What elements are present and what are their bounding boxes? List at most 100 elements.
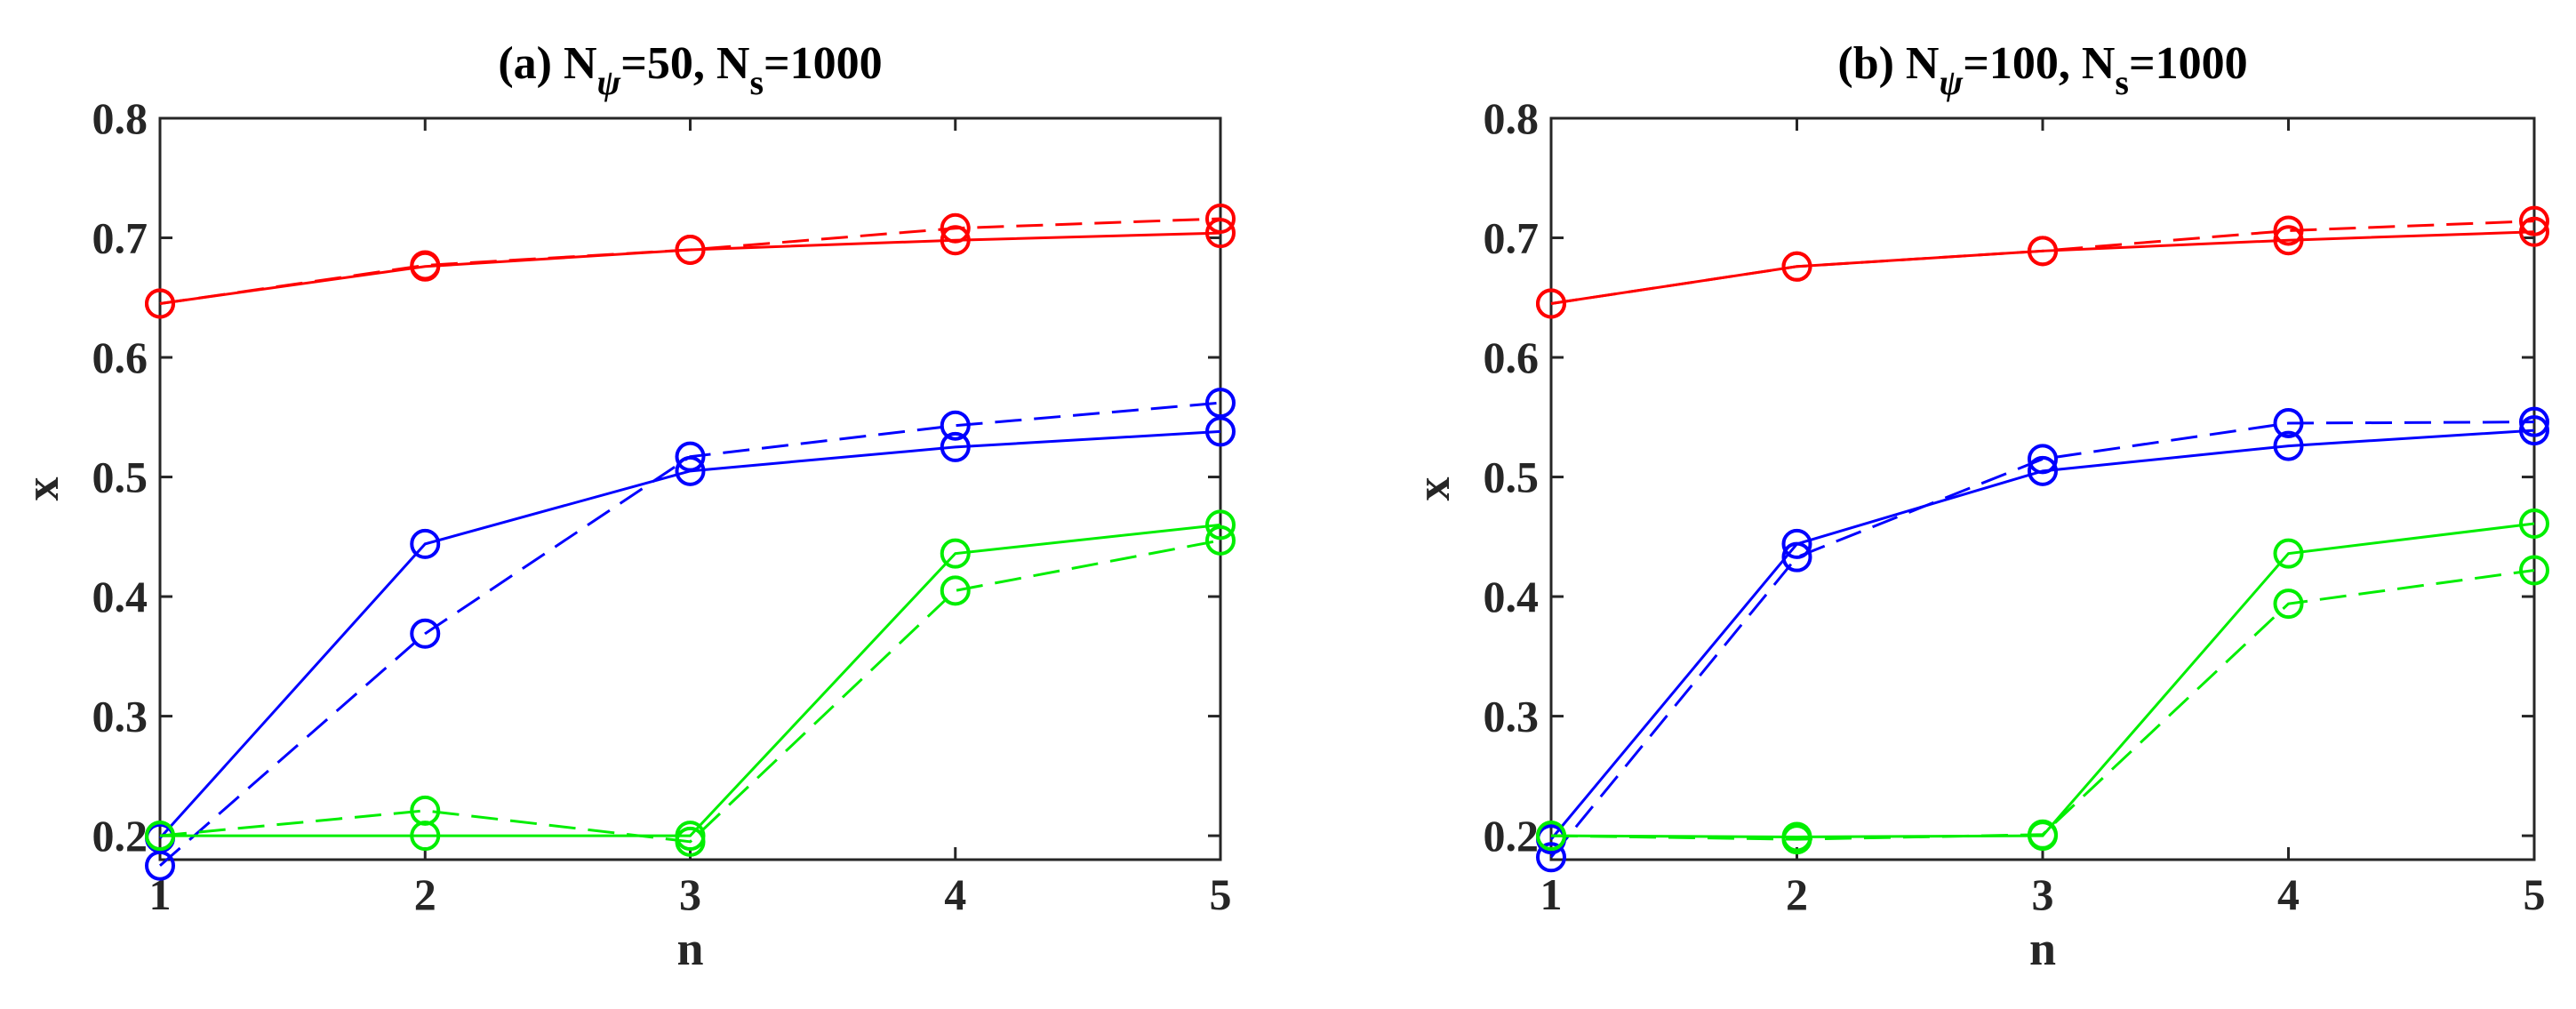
chart-title: (b) Nψ=100, Ns=1000 [1837, 38, 2247, 102]
series-line [1550, 568, 2535, 841]
data-point-marker [675, 826, 706, 857]
x-tick-label: 4 [944, 869, 966, 919]
y-tick-label: 0.5 [1484, 452, 1540, 502]
data-point-marker [1781, 541, 1812, 573]
data-point-marker [675, 441, 706, 472]
chart-panel-b: (b) Nψ=100, Ns=1000 1 2 3 4 5 0.2 0.3 0.4 0.5 0.6 0… [1406, 38, 2549, 975]
data-point-marker [675, 234, 706, 265]
y-tick-label: 0.4 [92, 572, 148, 621]
chart-title-part: =100, N [1963, 38, 2115, 89]
x-tick-label: 3 [2032, 869, 2054, 919]
chart-title-part: (a) N [498, 38, 596, 89]
data-point-marker [2519, 205, 2549, 236]
series-line [159, 217, 1221, 305]
x-tick-label: 1 [1540, 869, 1563, 919]
series-green-solid [145, 509, 1236, 852]
data-point-marker [940, 212, 971, 244]
chart-title-part: s [749, 62, 764, 102]
x-tick-label: 5 [2524, 869, 2546, 919]
chart-title: (a) Nψ=50, Ns=1000 [498, 38, 882, 102]
data-point-marker [410, 795, 441, 826]
chart-title-part: =1000 [764, 38, 883, 89]
series-line [159, 539, 1221, 844]
x-tick-label: 4 [2277, 869, 2300, 919]
data-point-marker [2519, 415, 2549, 446]
data-point-marker [940, 410, 971, 441]
y-tick-label: 0.2 [92, 811, 148, 861]
series-line [1550, 220, 2535, 305]
data-point-marker [2028, 236, 2058, 267]
series-line [159, 401, 1221, 867]
chart-title-part: =1000 [2129, 38, 2248, 89]
data-point-marker [1536, 842, 1566, 873]
data-point-marker [2273, 538, 2304, 569]
axes-frame [1549, 116, 2536, 861]
series-green-dashed [145, 525, 1236, 857]
y-tick-label: 0.8 [92, 93, 148, 143]
y-tick-label: 0.7 [1484, 213, 1540, 263]
series-red-solid [1536, 216, 2549, 319]
data-point-marker [1205, 509, 1236, 541]
series-line [1550, 230, 2535, 305]
data-point-marker [145, 850, 175, 881]
chart-title-part: ψ [597, 62, 621, 102]
data-point-marker [940, 431, 971, 462]
series-blue-dashed [145, 388, 1236, 881]
data-point-marker [1781, 251, 1812, 282]
y-tick-label: 0.4 [1484, 572, 1540, 621]
data-point-marker [2028, 819, 2058, 850]
series-red-dashed [1536, 205, 2549, 319]
data-point-marker [940, 538, 971, 569]
series-line [158, 429, 1221, 839]
data-point-marker [2273, 408, 2304, 439]
y-tick-label: 0.3 [92, 692, 148, 741]
y-tick-label: 0.6 [92, 332, 148, 382]
x-tick-label: 3 [679, 869, 701, 919]
data-point-marker [1205, 388, 1236, 419]
x-tick-label: 2 [1786, 869, 1808, 919]
y-tick-label: 0.8 [1484, 93, 1540, 143]
series-line [159, 231, 1221, 305]
chart-title-part: (b) N [1837, 38, 1939, 89]
series-green-dashed [1536, 555, 2549, 855]
series-line [1549, 428, 2535, 841]
x-axis-label: n [2029, 922, 2056, 975]
data-point-marker [1205, 416, 1236, 447]
data-point-marker [940, 575, 971, 606]
data-point-marker [940, 225, 971, 256]
y-axis-label: x [15, 477, 68, 501]
data-point-marker [1205, 203, 1236, 234]
chart-title-part: =50, N [620, 38, 749, 89]
x-axis-label: n [676, 922, 703, 975]
axes-frame [158, 116, 1222, 861]
data-point-marker [2273, 430, 2304, 461]
data-point-marker [2273, 225, 2304, 256]
data-point-marker [410, 250, 441, 281]
y-tick-label: 0.7 [92, 213, 148, 263]
data-point-marker [145, 821, 175, 852]
data-point-marker [2519, 216, 2549, 247]
x-tick-label: 5 [1210, 869, 1232, 919]
data-point-marker [2519, 509, 2549, 540]
series-red-solid [145, 218, 1236, 319]
data-point-marker [2028, 444, 2058, 475]
y-tick-label: 0.2 [1484, 811, 1540, 861]
series-line [1549, 420, 2535, 859]
data-point-marker [410, 528, 441, 559]
series-green-solid [1536, 509, 2549, 853]
series-red-dashed [145, 203, 1236, 319]
x-tick-label: 2 [414, 869, 436, 919]
data-point-marker [1781, 528, 1812, 559]
data-point-marker [2273, 215, 2304, 246]
series-line [1550, 522, 2535, 838]
data-point-marker [2273, 589, 2304, 620]
chart-title-part: s [2115, 62, 2129, 102]
y-axis-label: x [1406, 477, 1460, 501]
data-point-marker [2519, 406, 2549, 437]
y-tick-label: 0.6 [1484, 332, 1540, 382]
y-tick-label: 0.3 [1484, 692, 1540, 741]
data-point-marker [1205, 525, 1236, 556]
data-point-marker [1781, 824, 1812, 855]
